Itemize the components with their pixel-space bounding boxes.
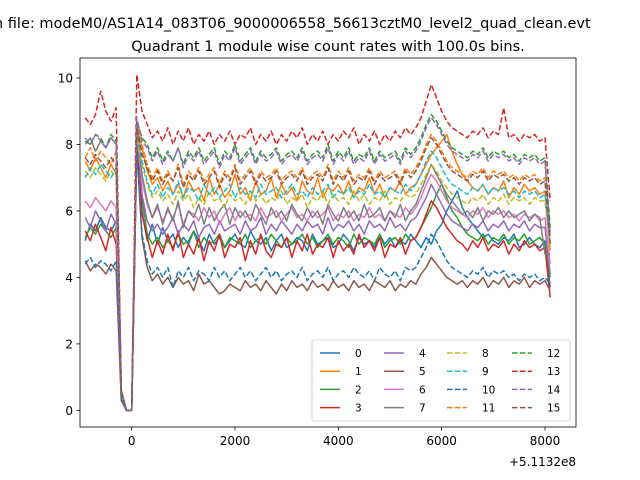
legend-label-13: 13	[547, 366, 560, 378]
y-tick-label-4: 8	[65, 138, 73, 152]
y-tick-label-0: 0	[65, 404, 73, 418]
series-line-6	[84, 127, 551, 412]
legend-label-8: 8	[482, 348, 489, 360]
x-tick-label-2: 4000	[323, 434, 354, 448]
suptitle: n file: modeM0/AS1A14_083T06_9000006558_…	[0, 16, 591, 32]
x-offset-label: +5.1132e8	[509, 455, 576, 469]
chart-title: Quadrant 1 module wise count rates with …	[131, 39, 525, 55]
series-line-8	[84, 133, 551, 412]
x-tick-label-4: 8000	[530, 434, 561, 448]
y-tick-label-5: 10	[58, 71, 73, 85]
legend-label-1: 1	[355, 366, 362, 378]
y-tick-label-2: 4	[65, 271, 73, 285]
legend-label-10: 10	[482, 384, 495, 396]
series-line-12	[84, 113, 551, 412]
legend-label-12: 12	[547, 348, 560, 360]
x-axis: 0 2000 4000 6000 8000	[128, 427, 560, 448]
plot-frame	[79, 57, 577, 428]
y-tick-label-3: 6	[65, 204, 73, 218]
legend-label-2: 2	[355, 384, 362, 396]
series-line-7	[84, 120, 551, 412]
x-tick-label-3: 6000	[426, 434, 457, 448]
legend-label-14: 14	[547, 384, 561, 396]
series-line-4	[84, 130, 551, 412]
series-line-5	[84, 147, 551, 412]
series-lines	[84, 73, 551, 412]
legend-label-3: 3	[355, 403, 362, 415]
series-line-11	[84, 123, 551, 412]
series-line-14	[84, 117, 551, 412]
series-line-3	[84, 143, 551, 412]
series-line-9	[84, 130, 551, 412]
y-axis: 0 2 4 6 8 10	[58, 71, 80, 418]
legend-frame	[311, 339, 571, 422]
series-line-10	[84, 150, 551, 412]
y-tick-label-1: 2	[65, 337, 73, 351]
x-tick-label-1: 2000	[220, 434, 251, 448]
legend-label-5: 5	[419, 366, 426, 378]
legend-label-7: 7	[419, 403, 426, 415]
series-line-15	[84, 127, 551, 412]
legend-label-0: 0	[355, 348, 362, 360]
series-line-13	[84, 73, 551, 412]
series-line-2	[84, 133, 551, 412]
legend-label-9: 9	[482, 366, 489, 378]
legend-label-11: 11	[482, 403, 495, 415]
legend-label-4: 4	[419, 348, 426, 360]
legend-label-6: 6	[419, 384, 426, 396]
x-tick-label-0: 0	[128, 434, 136, 448]
legend-label-15: 15	[547, 403, 560, 415]
